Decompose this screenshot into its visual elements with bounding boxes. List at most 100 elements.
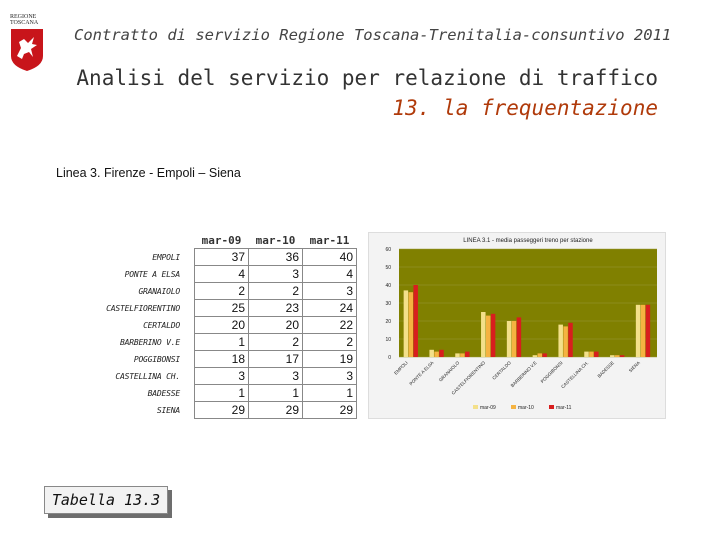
table-cell: 3: [302, 282, 357, 300]
bar: [516, 317, 522, 357]
bar: [455, 353, 460, 357]
table-cell: 1: [302, 384, 357, 402]
table-cell: 4: [194, 265, 249, 283]
table-row: EMPOLI 37 36 40: [86, 248, 357, 266]
frequentazione-table: mar-09 mar-10 mar-11 EMPOLI 37 36 40 PON…: [86, 232, 357, 419]
table-cell: 1: [248, 384, 303, 402]
legend-label: mar-09: [480, 405, 496, 411]
table-cell: 24: [302, 299, 357, 317]
table-cell: 29: [302, 401, 357, 419]
y-tick-label: 50: [385, 265, 391, 271]
bar: [465, 351, 470, 357]
bar: [558, 324, 563, 357]
logo-text-line2: TOSCANA: [10, 20, 39, 26]
bar: [413, 285, 418, 357]
x-tick-label: EMPOLI: [393, 360, 409, 376]
table-cell: 2: [194, 282, 249, 300]
bar: [614, 355, 620, 357]
station-label: CERTALDO: [143, 320, 180, 330]
legend-label: mar-10: [518, 405, 534, 411]
x-tick-label: PONTE A ELSA: [408, 360, 434, 386]
station-label: EMPOLI: [152, 252, 180, 262]
page-title: Analisi del servizio per relazione di tr…: [76, 66, 658, 90]
table-cell: 2: [248, 333, 303, 351]
station-label: SIENA: [156, 405, 180, 415]
table-row: SIENA 29 29 29: [86, 401, 357, 419]
table-cell: 17: [248, 350, 303, 368]
legend-swatch: [549, 405, 554, 409]
bar: [490, 313, 496, 357]
x-tick-label: POGGIBONSI: [540, 360, 564, 384]
station-label: PONTE A ELSA: [124, 269, 181, 279]
table-cell: 4: [302, 265, 357, 283]
document-header: Contratto di servizio Regione Toscana-Tr…: [74, 26, 672, 44]
bar: [645, 304, 651, 357]
y-tick-label: 40: [385, 283, 391, 289]
column-header: mar-10: [255, 233, 296, 247]
table-cell: 3: [248, 265, 303, 283]
table-cell: 29: [194, 401, 249, 419]
y-tick-label: 0: [388, 355, 391, 361]
table-cell: 1: [194, 333, 249, 351]
bar: [460, 353, 465, 357]
legend-swatch: [511, 405, 516, 409]
table-cell: 37: [194, 248, 249, 266]
bar: [594, 351, 599, 357]
table-header-row: mar-09 mar-10 mar-11: [86, 232, 357, 249]
bar: [506, 321, 512, 357]
table-cell: 22: [302, 316, 357, 334]
bar: [568, 322, 573, 357]
column-header: mar-11: [309, 233, 350, 247]
bar: [439, 349, 444, 357]
pegasus-emblem-icon: [11, 29, 43, 71]
bar-chart: LINEA 3.1 - media passeggeri treno per s…: [385, 238, 657, 411]
table-cell: 3: [194, 367, 249, 385]
section-title: 13. la frequentazione: [392, 96, 658, 120]
table-cell: 29: [248, 401, 303, 419]
legend-swatch: [473, 405, 478, 409]
legend-label: mar-11: [556, 405, 572, 411]
station-label: BARBERINO V.E: [119, 337, 180, 347]
y-tick-label: 10: [385, 337, 391, 343]
table-cell: 19: [302, 350, 357, 368]
bar: [635, 304, 641, 357]
bar-chart-panel: LINEA 3.1 - media passeggeri treno per s…: [368, 232, 666, 419]
bar: [434, 351, 439, 357]
table-cell: 3: [302, 367, 357, 385]
chart-title: LINEA 3.1 - media passeggeri treno per s…: [463, 238, 593, 244]
x-tick-label: CERTALDO: [491, 360, 512, 381]
table-row: POGGIBONSI 18 17 19: [86, 350, 357, 368]
regione-toscana-logo: REGIONE TOSCANA: [10, 14, 52, 72]
bar: [610, 355, 615, 357]
x-tick-label: BARBERINO V.E: [510, 360, 538, 388]
table-caption-box: Tabella 13.3: [44, 486, 168, 514]
station-label: CASTELLINA CH.: [115, 371, 180, 381]
table-cell: 3: [248, 367, 303, 385]
table-row: BADESSE 1 1 1: [86, 384, 357, 402]
table-cell: 23: [248, 299, 303, 317]
bar: [619, 355, 625, 357]
table-cell: 1: [194, 384, 249, 402]
table-cell: 20: [248, 316, 303, 334]
table-caption: Tabella 13.3: [51, 491, 161, 509]
y-tick-label: 30: [385, 301, 391, 307]
bar: [429, 349, 434, 357]
table-cell: 18: [194, 350, 249, 368]
bar: [542, 353, 547, 357]
table-corner: [86, 232, 195, 249]
bar: [537, 353, 543, 357]
station-label: POGGIBONSI: [133, 354, 180, 364]
bar: [640, 304, 646, 357]
table-row: CASTELLINA CH. 3 3 3: [86, 367, 357, 385]
station-label: BADESSE: [147, 388, 181, 398]
table-cell: 2: [248, 282, 303, 300]
table-cell: 40: [302, 248, 357, 266]
bar: [408, 292, 414, 357]
table-row: BARBERINO V.E 1 2 2: [86, 333, 357, 351]
table-row: CASTELFIORENTINO 25 23 24: [86, 299, 357, 317]
bar: [532, 355, 538, 357]
station-label: CASTELFIORENTINO: [106, 303, 180, 313]
bar: [481, 312, 486, 357]
table-cell: 25: [194, 299, 249, 317]
y-tick-label: 20: [385, 319, 391, 325]
